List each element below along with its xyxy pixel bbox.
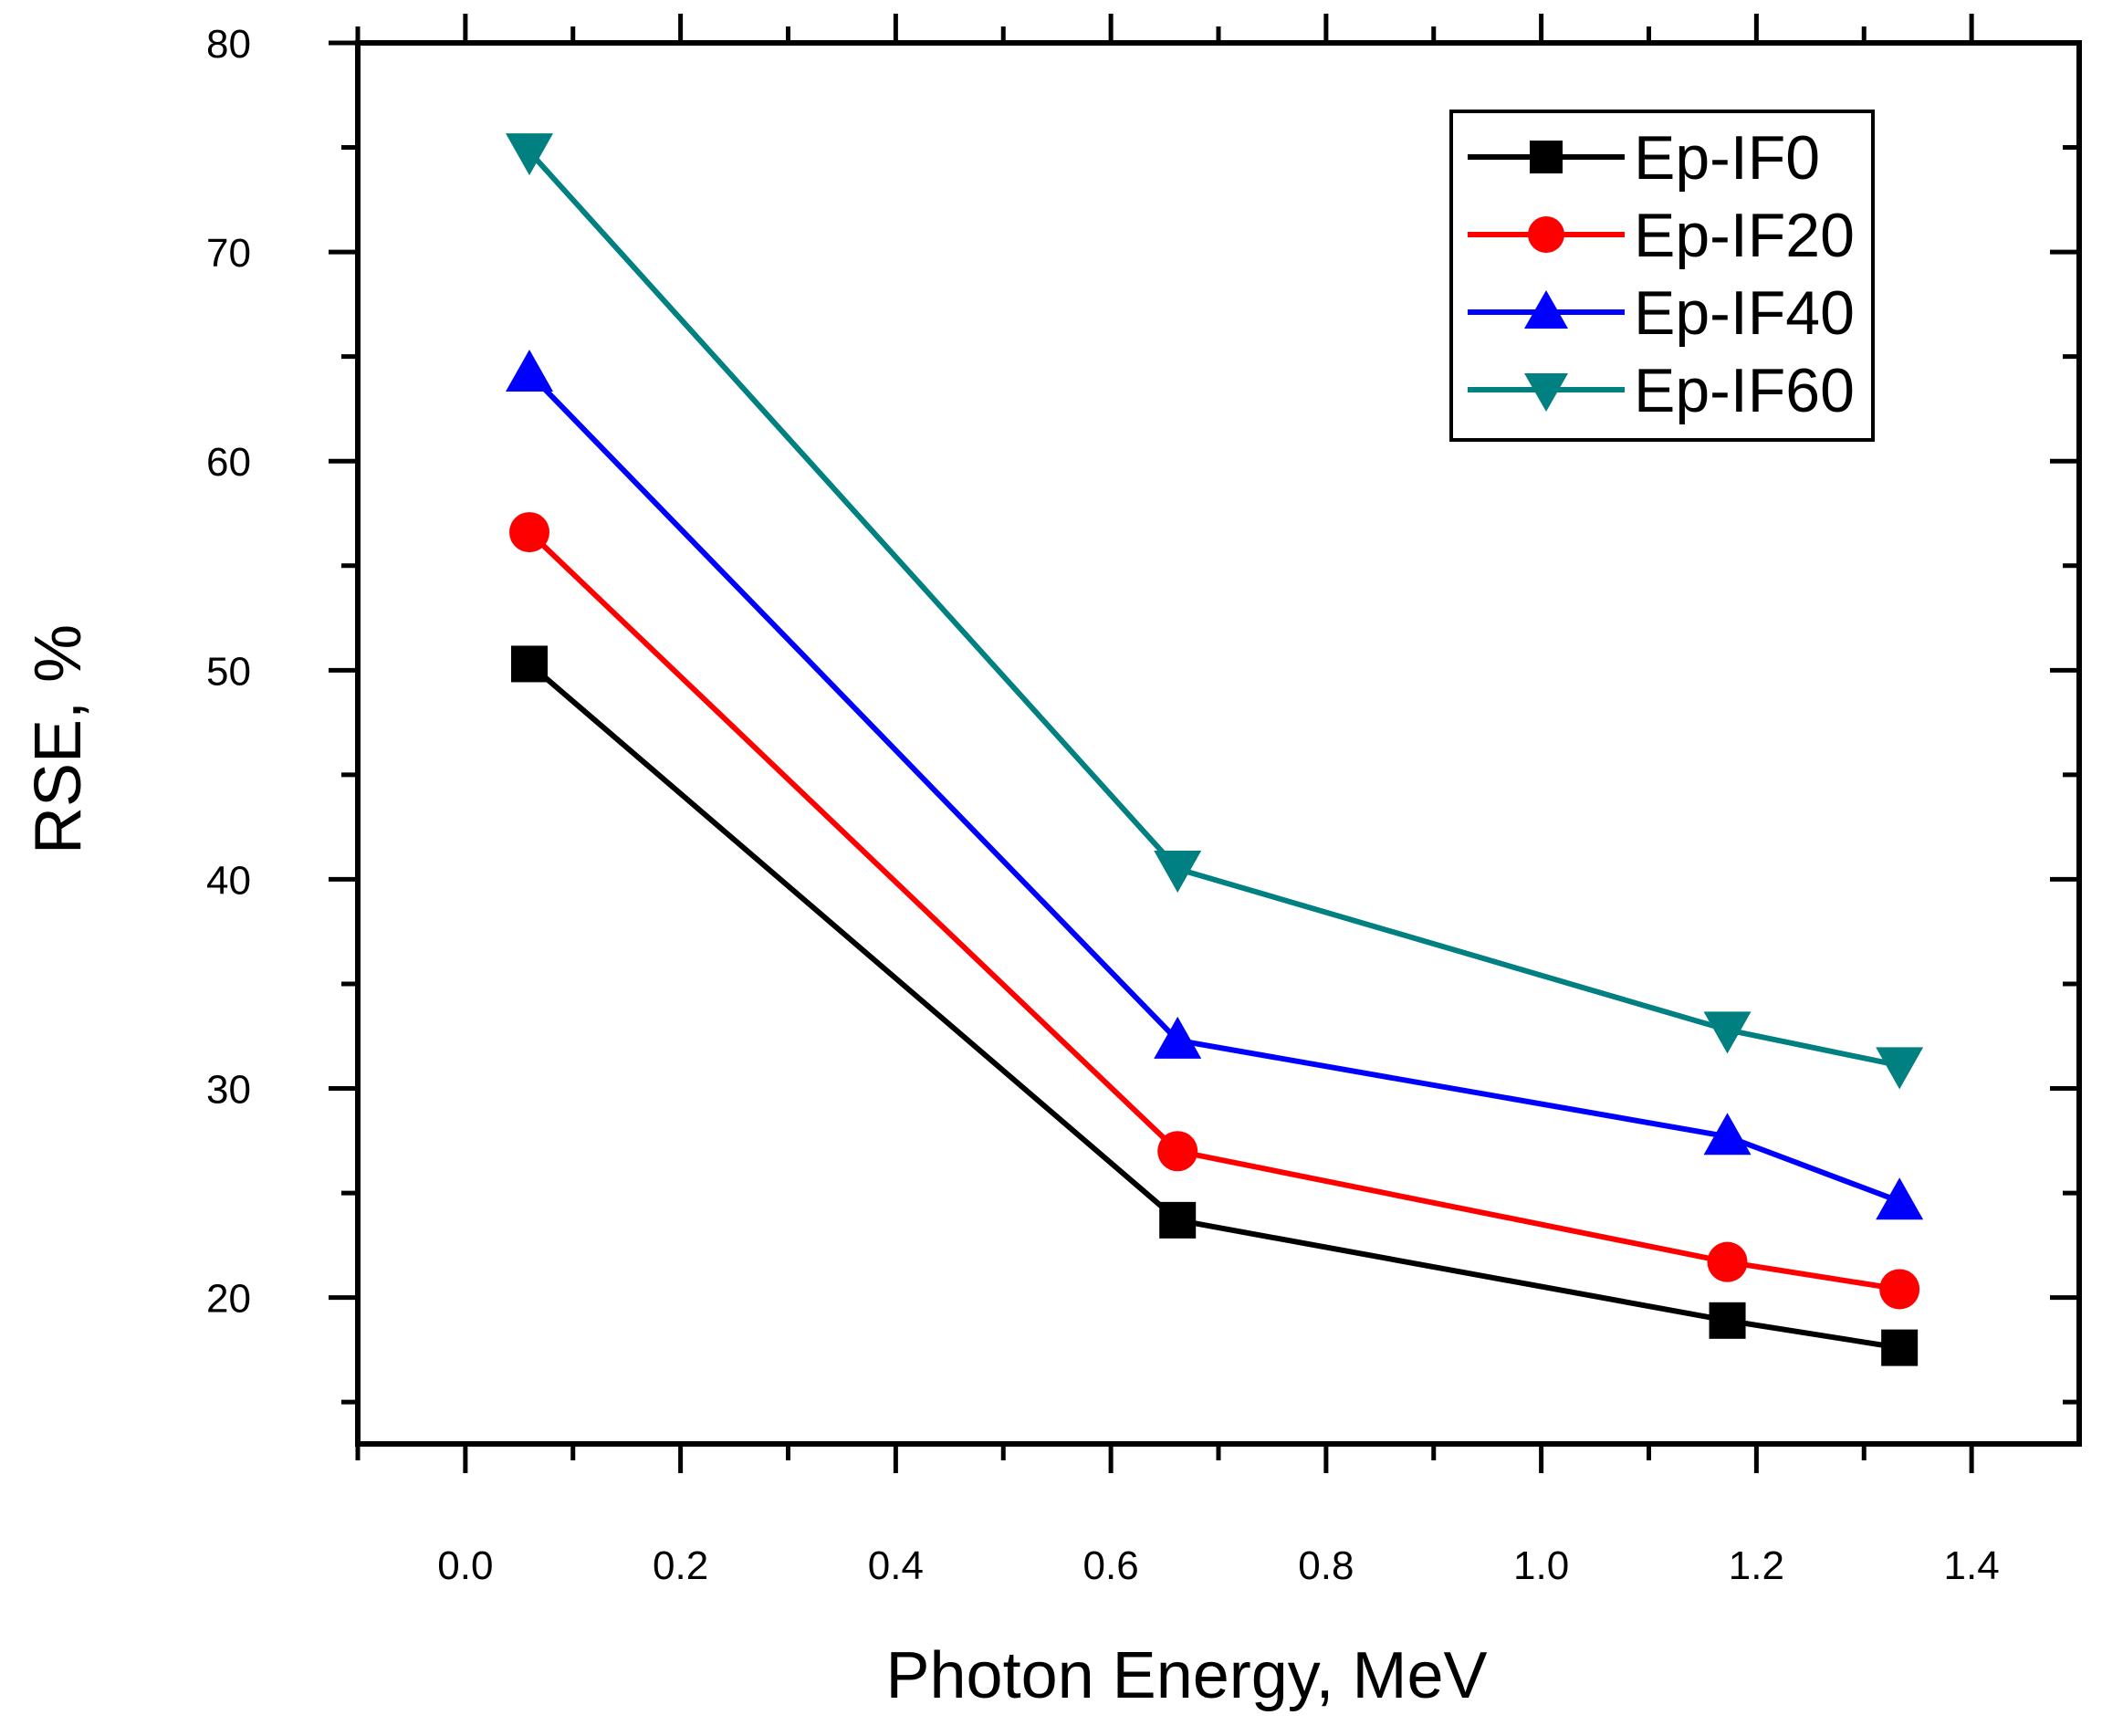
data-point	[506, 133, 554, 176]
data-point	[1879, 1269, 1920, 1310]
legend-marker	[1530, 141, 1563, 173]
y-axis-title: RSE, %	[22, 624, 95, 854]
data-point	[511, 645, 549, 683]
legend-label: Ep-IF20	[1634, 201, 1855, 270]
data-point	[1876, 1177, 1924, 1220]
y-tick-label: 60	[206, 440, 251, 485]
data-point	[1881, 1329, 1919, 1366]
y-tick-label: 20	[206, 1277, 251, 1322]
series-Ep-IF0	[511, 645, 1919, 1366]
legend-label: Ep-IF40	[1634, 278, 1855, 348]
series-line	[527, 371, 1901, 1205]
series-line	[527, 529, 1900, 1292]
series-Ep-IF40	[506, 349, 1924, 1220]
data-point	[1154, 1016, 1202, 1059]
axis-ticks: 0.0 0.2 0.4 0.6 0.8 1.0 1.2 1.4 20 30 40 50 60 70 80	[206, 14, 2079, 1588]
legend: Ep-IF0 Ep-IF20 Ep-IF40 Ep-IF60	[1449, 110, 1875, 442]
y-tick-label: 70	[206, 231, 251, 276]
legend-item: Ep-IF40	[1468, 278, 1855, 348]
y-tick-label: 80	[206, 22, 251, 67]
x-axis-title: Photon Energy, MeV	[885, 1639, 1487, 1712]
series-line	[528, 662, 1900, 1351]
legend-marker	[1528, 216, 1564, 253]
legend-box	[1449, 110, 1875, 442]
data-point	[1159, 1201, 1197, 1239]
x-tick-label: 0.8	[1298, 1543, 1354, 1588]
data-point	[1154, 850, 1202, 893]
legend-marker	[1524, 373, 1568, 412]
x-tick-label: 0.4	[868, 1543, 924, 1588]
series-Ep-IF60	[506, 133, 1924, 1090]
data-point	[1876, 1047, 1924, 1090]
data-point	[509, 512, 550, 553]
y-tick-label: 30	[206, 1068, 251, 1113]
x-tick-label: 0.6	[1083, 1543, 1139, 1588]
legend-item: Ep-IF20	[1468, 201, 1855, 270]
data-point	[1703, 1113, 1752, 1156]
x-tick-label: 1.0	[1513, 1543, 1569, 1588]
data-point	[1707, 1241, 1748, 1282]
x-tick-label: 0.2	[653, 1543, 708, 1588]
data-point	[1709, 1302, 1746, 1339]
x-tick-label: 1.2	[1729, 1543, 1784, 1588]
legend-item: Ep-IF0	[1468, 123, 1820, 193]
y-tick-label: 50	[206, 649, 251, 694]
series-Ep-IF20	[509, 512, 1920, 1310]
data-point	[1703, 1011, 1752, 1054]
legend-label: Ep-IF60	[1634, 356, 1855, 425]
series-layer	[506, 133, 1924, 1366]
data-point	[506, 349, 554, 392]
legend-label: Ep-IF0	[1634, 123, 1820, 193]
data-point	[1157, 1131, 1198, 1172]
legend-item: Ep-IF60	[1468, 356, 1855, 425]
x-tick-label: 0.0	[437, 1543, 493, 1588]
legend-marker	[1524, 290, 1568, 329]
y-tick-label: 40	[206, 858, 251, 903]
series-line	[527, 150, 1900, 1069]
x-tick-label: 1.4	[1944, 1543, 2000, 1588]
